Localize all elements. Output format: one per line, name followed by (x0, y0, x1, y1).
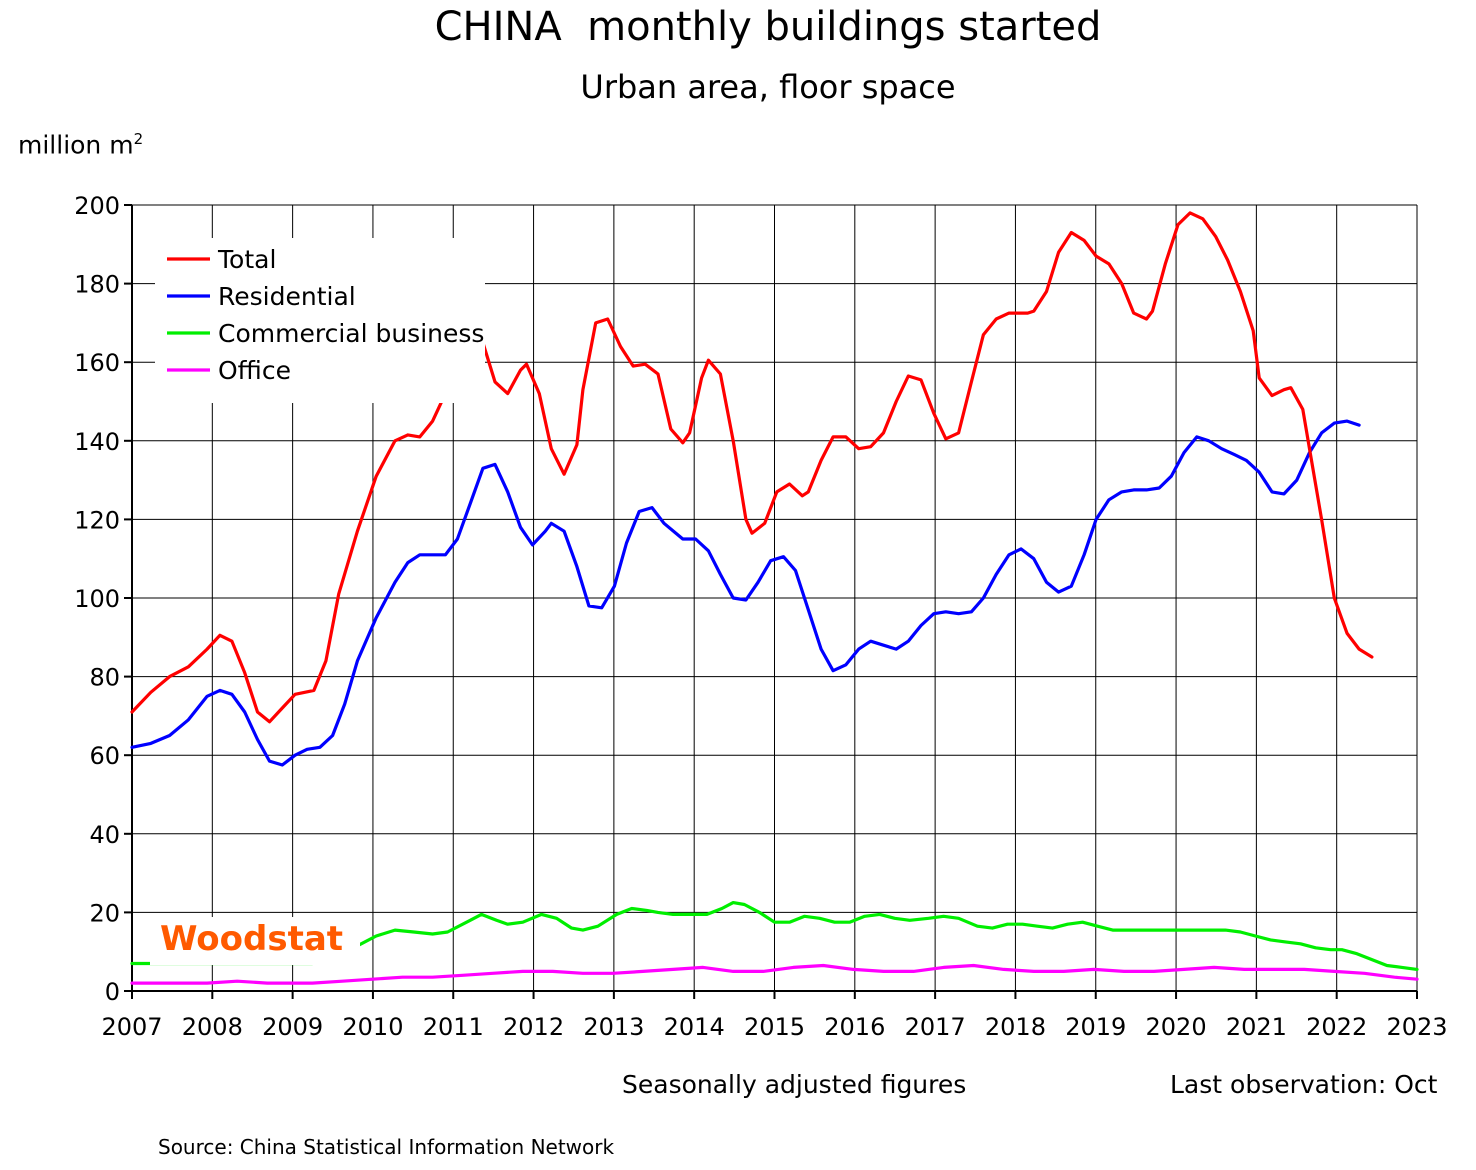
x-tick-label: 2016 (824, 1013, 885, 1041)
y-tick-label: 160 (74, 349, 120, 377)
y-tick-label: 180 (74, 271, 120, 299)
x-tick-label: 2022 (1306, 1013, 1367, 1041)
watermark-backdrop (150, 917, 360, 965)
x-tick-label: 2017 (905, 1013, 966, 1041)
legend-label-total: Total (217, 245, 276, 274)
legend-label-commercial: Commercial business (218, 319, 484, 348)
seasonal-note: Seasonally adjusted figures (622, 1070, 967, 1099)
y-tick-label: 60 (89, 742, 120, 770)
y-tick-label: 40 (89, 821, 120, 849)
series-line-residential (130, 419, 1361, 767)
chart-title: CHINA monthly buildings started (434, 4, 1102, 50)
x-tick-label: 2007 (101, 1013, 162, 1041)
series-line-commercial (130, 900, 1419, 972)
y-tick-label: 100 (74, 585, 120, 613)
source-note: Source: China Statistical Information Ne… (158, 1135, 615, 1159)
x-tick-label: 2018 (985, 1013, 1046, 1041)
x-axis-ticks: 2007 2008 2009 2010 2011 2012 2013 2014 2015 2016… (101, 1013, 1447, 1041)
last-observation-note: Last observation: Oct (1170, 1070, 1438, 1099)
series-lines (130, 211, 1419, 985)
y-tick-label: 0 (105, 978, 120, 1006)
unit-superscript: 2 (133, 130, 144, 148)
x-tick-label: 2019 (1065, 1013, 1126, 1041)
legend-label-office: Office (218, 356, 291, 385)
x-tick-label: 2020 (1146, 1013, 1207, 1041)
x-tick-label: 2008 (182, 1013, 243, 1041)
x-tick-label: 2014 (664, 1013, 725, 1041)
x-tick-label: 2023 (1386, 1013, 1447, 1041)
legend-label-residential: Residential (218, 282, 356, 311)
y-tick-label: 200 (74, 192, 120, 220)
y-axis-unit-label: million m2 (18, 130, 143, 159)
chart-subtitle: Urban area, floor space (580, 68, 956, 106)
y-tick-label: 20 (89, 899, 120, 927)
y-tick-label: 140 (74, 428, 120, 456)
x-tick-label: 2021 (1226, 1013, 1287, 1041)
y-tick-label: 80 (89, 664, 120, 692)
series-line-total (130, 211, 1374, 724)
x-tick-label: 2010 (342, 1013, 403, 1041)
series-line-office (130, 963, 1419, 985)
y-tick-label: 120 (74, 506, 120, 534)
y-axis-ticks: 0 20 40 60 80 100 120 140 160 180 200 (74, 192, 120, 1006)
legend-box (155, 238, 485, 403)
unit-base: million m (18, 130, 134, 160)
x-tick-label: 2012 (503, 1013, 564, 1041)
x-tick-label: 2011 (423, 1013, 484, 1041)
x-tick-label: 2015 (744, 1013, 805, 1041)
woodstat-watermark: Woodstat (160, 919, 343, 959)
x-tick-label: 2009 (262, 1013, 323, 1041)
legend: Total Residential Commercial business Offic… (155, 238, 485, 403)
x-tick-label: 2013 (583, 1013, 644, 1041)
